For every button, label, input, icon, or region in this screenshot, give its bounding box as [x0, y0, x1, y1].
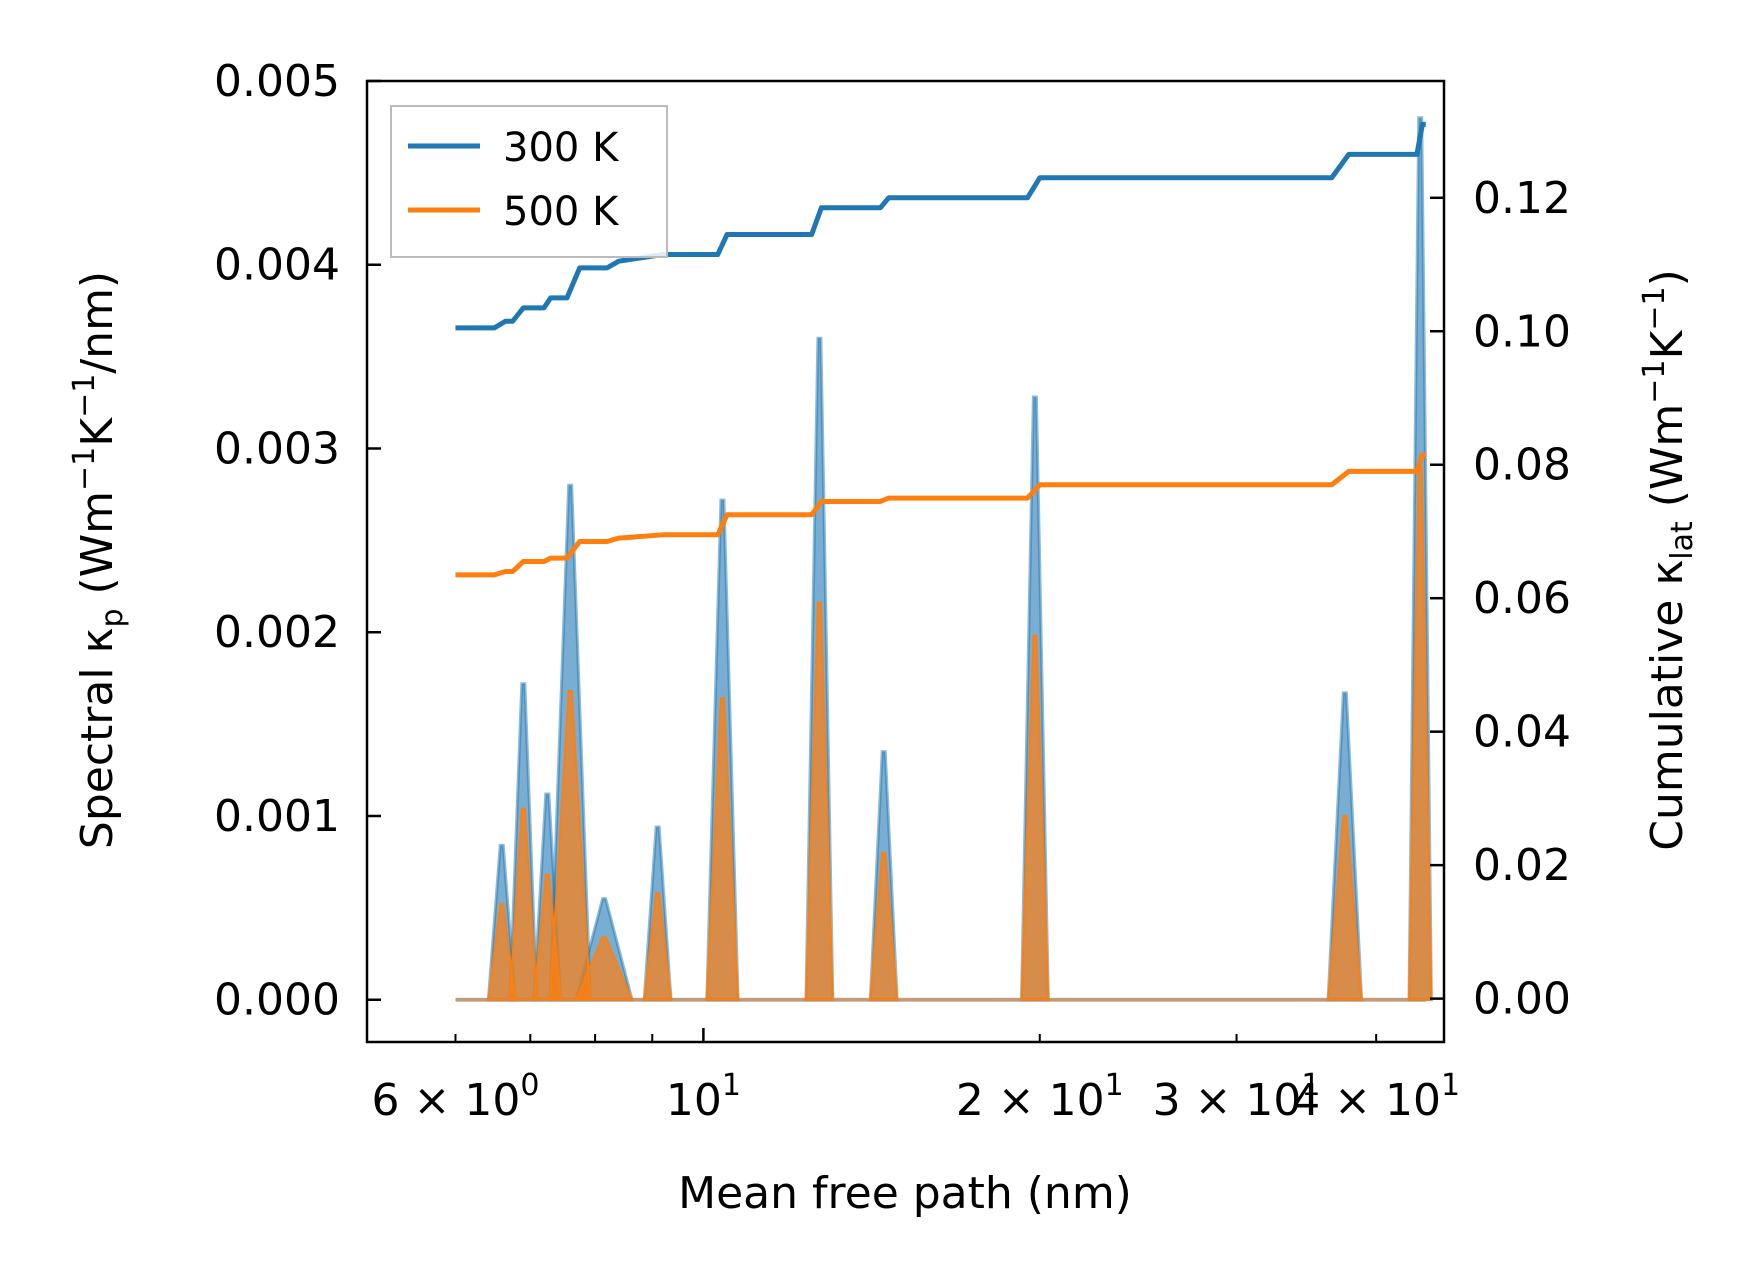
y-right-axis-title: Cumulative κlat (Wm−1K−1) — [1637, 269, 1700, 851]
y-left-tick-label-3: 0.003 — [214, 423, 340, 474]
y-left-tick-label-2: 0.002 — [214, 607, 340, 658]
plot-frame — [365, 79, 1446, 1044]
legend: 300 K 500 K — [390, 105, 668, 258]
legend-box — [390, 105, 668, 258]
y-left-axis-title: Spectral κp (Wm−1K−1/nm) — [67, 271, 130, 849]
x-tick-label-1: 101 — [666, 1068, 741, 1126]
x-tick-label-2: 2 × 101 — [956, 1068, 1124, 1126]
y-left-tick-label-4: 0.004 — [214, 240, 340, 291]
legend-label-500k: 500 K — [503, 189, 620, 235]
x-tick-label-4: 4 × 101 — [1292, 1068, 1460, 1126]
cumulative-line-500k — [455, 452, 1426, 578]
y-right-tick-label-5: 0.10 — [1473, 306, 1571, 357]
spectral-fill-layer — [455, 116, 1433, 1002]
y-right-tick-label-3: 0.06 — [1473, 573, 1571, 624]
x-tick-label-3: 3 × 101 — [1153, 1068, 1321, 1126]
cumulative-line-300k — [455, 121, 1426, 331]
y-right-tick-label-4: 0.08 — [1473, 440, 1571, 491]
cumulative-line-layer — [455, 121, 1426, 578]
legend-label-300k: 300 K — [503, 125, 620, 171]
x-tick-label-0: 6 × 100 — [372, 1068, 540, 1126]
x-axis-title: Mean free path (nm) — [678, 1168, 1132, 1219]
y-right-tick-label-0: 0.00 — [1473, 974, 1571, 1025]
y-left-tick-label-0: 0.000 — [214, 975, 340, 1026]
y-right-tick-label-2: 0.04 — [1473, 707, 1571, 758]
y-right-tick-label-1: 0.02 — [1473, 840, 1571, 891]
y-right-tick-label-6: 0.12 — [1473, 173, 1571, 224]
y-left-tick-label-5: 0.005 — [214, 56, 340, 107]
y-left-tick-label-1: 0.001 — [214, 791, 340, 842]
ticks-layer: 0.000 0.001 0.002 0.003 0.004 0.005 0.00 0.02 0.… — [214, 56, 1571, 1126]
